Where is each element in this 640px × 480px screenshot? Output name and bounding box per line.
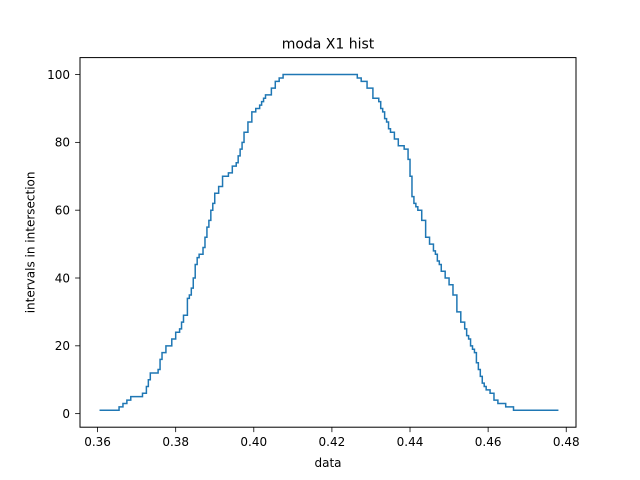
y-axis-ticks: 0 20 40 60 80 100 [47,68,80,421]
series-step-line [99,73,559,411]
x-axis-label: data [314,456,341,470]
x-tick-label: 0.46 [475,435,502,449]
y-tick-label: 60 [55,203,70,217]
y-tick-label: 40 [55,271,70,285]
x-tick-label: 0.48 [553,435,580,449]
x-axis-ticks: 0.36 0.38 0.40 0.42 0.44 0.46 0.48 [84,427,580,449]
y-tick-label: 80 [55,136,70,150]
y-axis-label: intervals in intersection [24,172,38,314]
chart-title: moda X1 hist [282,37,375,53]
axes-frame [79,57,577,428]
x-tick-label: 0.36 [84,435,111,449]
y-tick-label: 100 [47,68,70,82]
x-tick-label: 0.40 [240,435,267,449]
plot-area [99,73,559,411]
x-tick-label: 0.38 [162,435,189,449]
x-tick-label: 0.42 [319,435,346,449]
x-tick-label: 0.44 [397,435,424,449]
y-tick-label: 20 [55,339,70,353]
y-tick-label: 0 [62,407,70,421]
